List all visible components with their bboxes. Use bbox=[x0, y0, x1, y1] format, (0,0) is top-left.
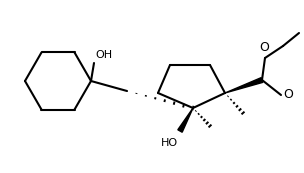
Text: O: O bbox=[259, 41, 269, 54]
Text: O: O bbox=[283, 89, 293, 102]
Polygon shape bbox=[225, 78, 263, 93]
Polygon shape bbox=[178, 108, 193, 132]
Text: OH: OH bbox=[95, 50, 112, 60]
Text: HO: HO bbox=[161, 138, 178, 148]
